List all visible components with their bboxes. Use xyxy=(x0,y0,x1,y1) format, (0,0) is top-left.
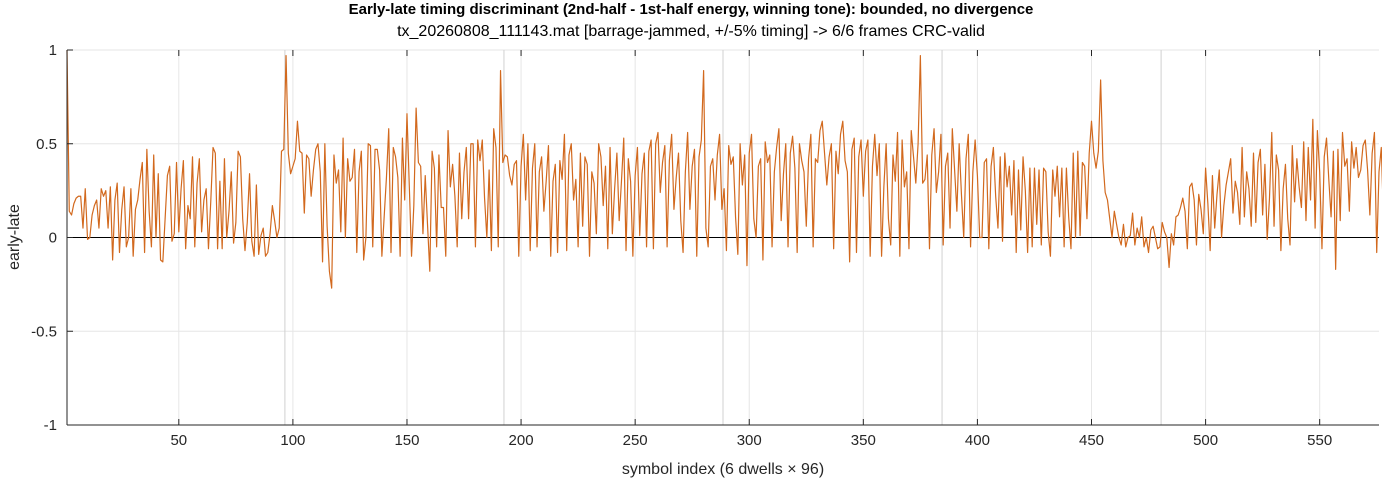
x-tick-label: 100 xyxy=(280,432,305,449)
axes xyxy=(66,49,1379,426)
chart-title: Early-late timing discriminant (2nd-half… xyxy=(348,1,1034,18)
y-tick-label: -1 xyxy=(44,417,57,434)
y-tick-label: 0.5 xyxy=(36,136,57,153)
x-tick-label: 500 xyxy=(1193,432,1218,449)
y-tick-label: 0 xyxy=(49,230,57,247)
y-tick-labels: -1 -0.5 0 0.5 1 xyxy=(31,42,57,434)
x-tick-label: 350 xyxy=(851,432,876,449)
x-tick-label: 550 xyxy=(1307,432,1332,449)
x-tick-label: 450 xyxy=(1079,432,1104,449)
series-line xyxy=(66,49,1382,289)
y-tick-label: 1 xyxy=(49,42,57,59)
x-axis-label: symbol index (6 dwells × 96) xyxy=(622,461,824,478)
x-tick-label: 250 xyxy=(623,432,648,449)
y-axis-label: early-late xyxy=(6,204,23,270)
x-tick-label: 300 xyxy=(737,432,762,449)
x-tick-label: 400 xyxy=(965,432,990,449)
x-tick-labels: 50 100 150 200 250 300 350 400 450 500 550 xyxy=(170,432,1332,449)
x-tick-label: 50 xyxy=(170,432,187,449)
y-tick-label: -0.5 xyxy=(31,323,57,340)
chart-subtitle: tx_20260808_111143.mat [barrage-jammed, … xyxy=(397,23,985,40)
x-tick-label: 200 xyxy=(509,432,534,449)
x-tick-label: 150 xyxy=(394,432,419,449)
